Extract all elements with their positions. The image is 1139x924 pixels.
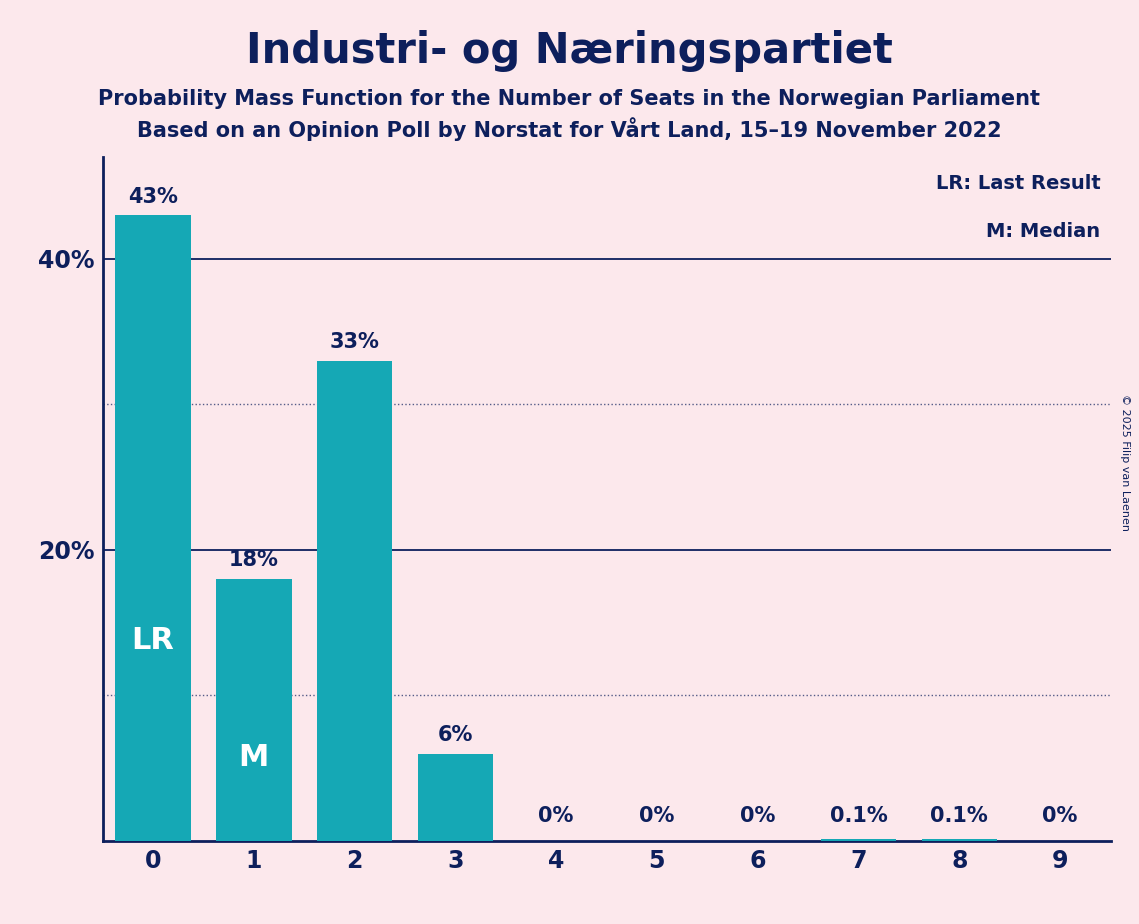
Bar [418,754,493,841]
Text: 6%: 6% [437,724,473,745]
Text: 43%: 43% [128,187,178,207]
Text: LR: Last Result: LR: Last Result [936,175,1100,193]
Text: LR: LR [131,626,174,655]
Text: 33%: 33% [329,332,379,352]
Text: 0%: 0% [1042,807,1077,826]
Bar [216,579,292,841]
Text: Industri- og Næringspartiet: Industri- og Næringspartiet [246,30,893,72]
Bar [821,839,896,841]
Text: © 2025 Filip van Laenen: © 2025 Filip van Laenen [1121,394,1130,530]
Text: 0%: 0% [740,807,776,826]
Text: Probability Mass Function for the Number of Seats in the Norwegian Parliament: Probability Mass Function for the Number… [98,89,1041,109]
Text: 0%: 0% [539,807,574,826]
Text: M: Median: M: Median [986,222,1100,241]
Text: 0.1%: 0.1% [931,807,989,826]
Text: M: M [238,743,269,772]
Text: 0.1%: 0.1% [829,807,887,826]
Text: Based on an Opinion Poll by Norstat for Vårt Land, 15–19 November 2022: Based on an Opinion Poll by Norstat for … [137,117,1002,141]
Bar [921,839,997,841]
Bar [317,360,392,841]
Bar [115,215,190,841]
Text: 18%: 18% [229,551,279,570]
Text: 0%: 0% [639,807,674,826]
